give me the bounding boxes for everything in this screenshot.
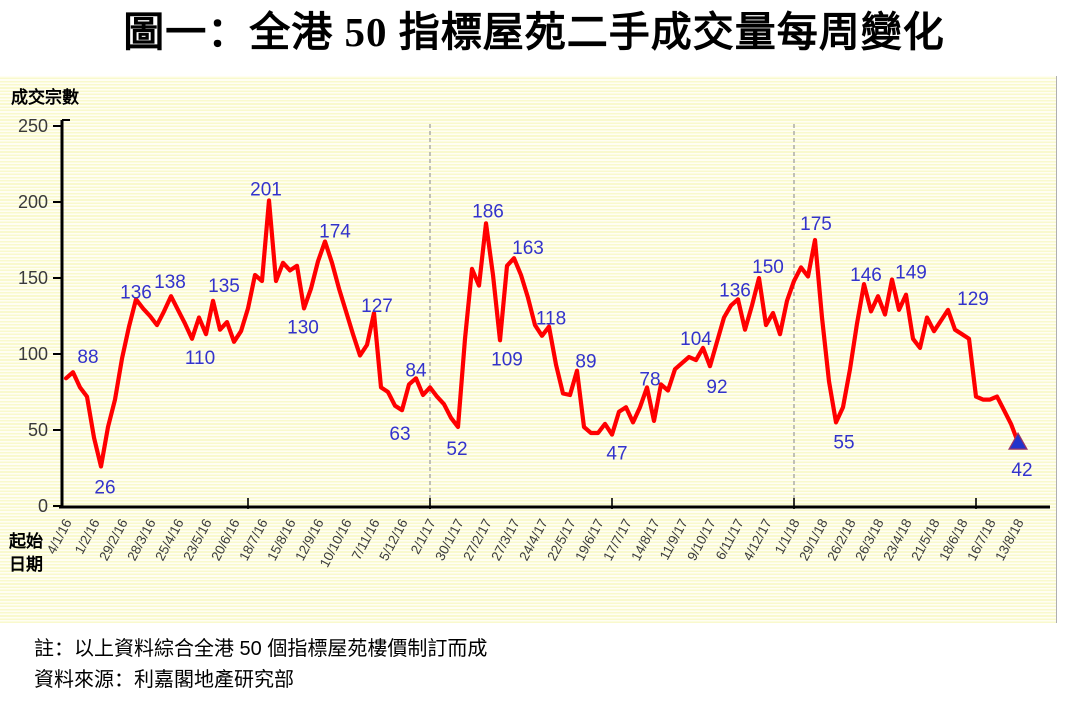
data-point-label: 174 — [319, 222, 351, 243]
x-axis-title-line1: 起始 — [9, 532, 43, 551]
y-tick-label: 100 — [18, 344, 48, 364]
y-tick-label: 200 — [18, 192, 48, 212]
x-date-label: 1/1/18 — [772, 516, 803, 556]
note-source-basis: 註：以上資料綜合全港 50 個指標屋苑樓價制訂而成 — [34, 638, 488, 660]
data-point-label: 110 — [185, 348, 215, 369]
data-point-label: 127 — [361, 296, 393, 317]
transactions-series-line — [63, 198, 1021, 469]
data-point-label: 84 — [405, 360, 427, 381]
y-tick-label: 50 — [28, 420, 48, 440]
x-axis-title-line2: 日期 — [9, 555, 43, 574]
data-point-label: 52 — [446, 439, 467, 460]
data-point-label: 63 — [389, 424, 410, 445]
x-date-label: 1/2/16 — [72, 516, 103, 556]
chart-area: 成交宗數 起始 日期 0 50 100 150 200 250 4/1/16 1/2/16 29… — [0, 76, 1057, 623]
data-point-label: 88 — [77, 347, 98, 368]
data-point-label: 175 — [800, 214, 832, 235]
data-point-label: 186 — [472, 201, 504, 222]
data-point-label: 42 — [1011, 460, 1032, 481]
data-point-label: 163 — [512, 238, 544, 259]
data-point-label: 92 — [706, 377, 727, 398]
data-point-label: 55 — [833, 432, 854, 453]
x-date-label: 4/1/16 — [44, 516, 75, 556]
data-point-label: 136 — [120, 282, 152, 303]
y-tick-label: 0 — [38, 496, 48, 516]
chart-notes: 註：以上資料綜合全港 50 個指標屋苑樓價制訂而成 資料來源：利嘉閣地產研究部 — [34, 634, 487, 696]
data-point-label: 138 — [154, 272, 186, 293]
data-point-label: 47 — [606, 444, 627, 465]
data-point-label: 149 — [895, 263, 927, 284]
latest-week-triangle-marker — [1007, 431, 1029, 450]
data-point-label: 136 — [719, 280, 751, 301]
data-point-label: 118 — [536, 309, 566, 330]
data-point-label: 150 — [752, 257, 784, 278]
y-tick-label: 150 — [18, 268, 48, 288]
line-chart: 0501001502002504/1/161/2/1629/2/1628/3/1… — [18, 116, 1050, 570]
chart-title: 圖一：全港 50 指標屋苑二手成交量每周變化 — [123, 9, 945, 55]
x-axis-title: 起始 日期 — [9, 530, 43, 576]
data-point-label: 201 — [250, 179, 282, 200]
y-tick-label: 250 — [18, 116, 48, 136]
x-date-label: 2/1/17 — [408, 516, 439, 556]
data-point-label: 146 — [850, 265, 882, 286]
data-point-label: 109 — [491, 349, 523, 370]
data-point-label: 89 — [575, 352, 596, 373]
data-point-label: 129 — [957, 289, 989, 310]
data-point-label: 26 — [94, 477, 115, 498]
data-point-label: 78 — [639, 369, 660, 390]
data-point-label: 130 — [287, 317, 319, 338]
data-point-label: 135 — [208, 276, 240, 297]
y-axis-title: 成交宗數 — [11, 88, 79, 107]
data-point-label: 104 — [680, 329, 712, 350]
note-data-source: 資料來源：利嘉閣地產研究部 — [34, 669, 294, 691]
